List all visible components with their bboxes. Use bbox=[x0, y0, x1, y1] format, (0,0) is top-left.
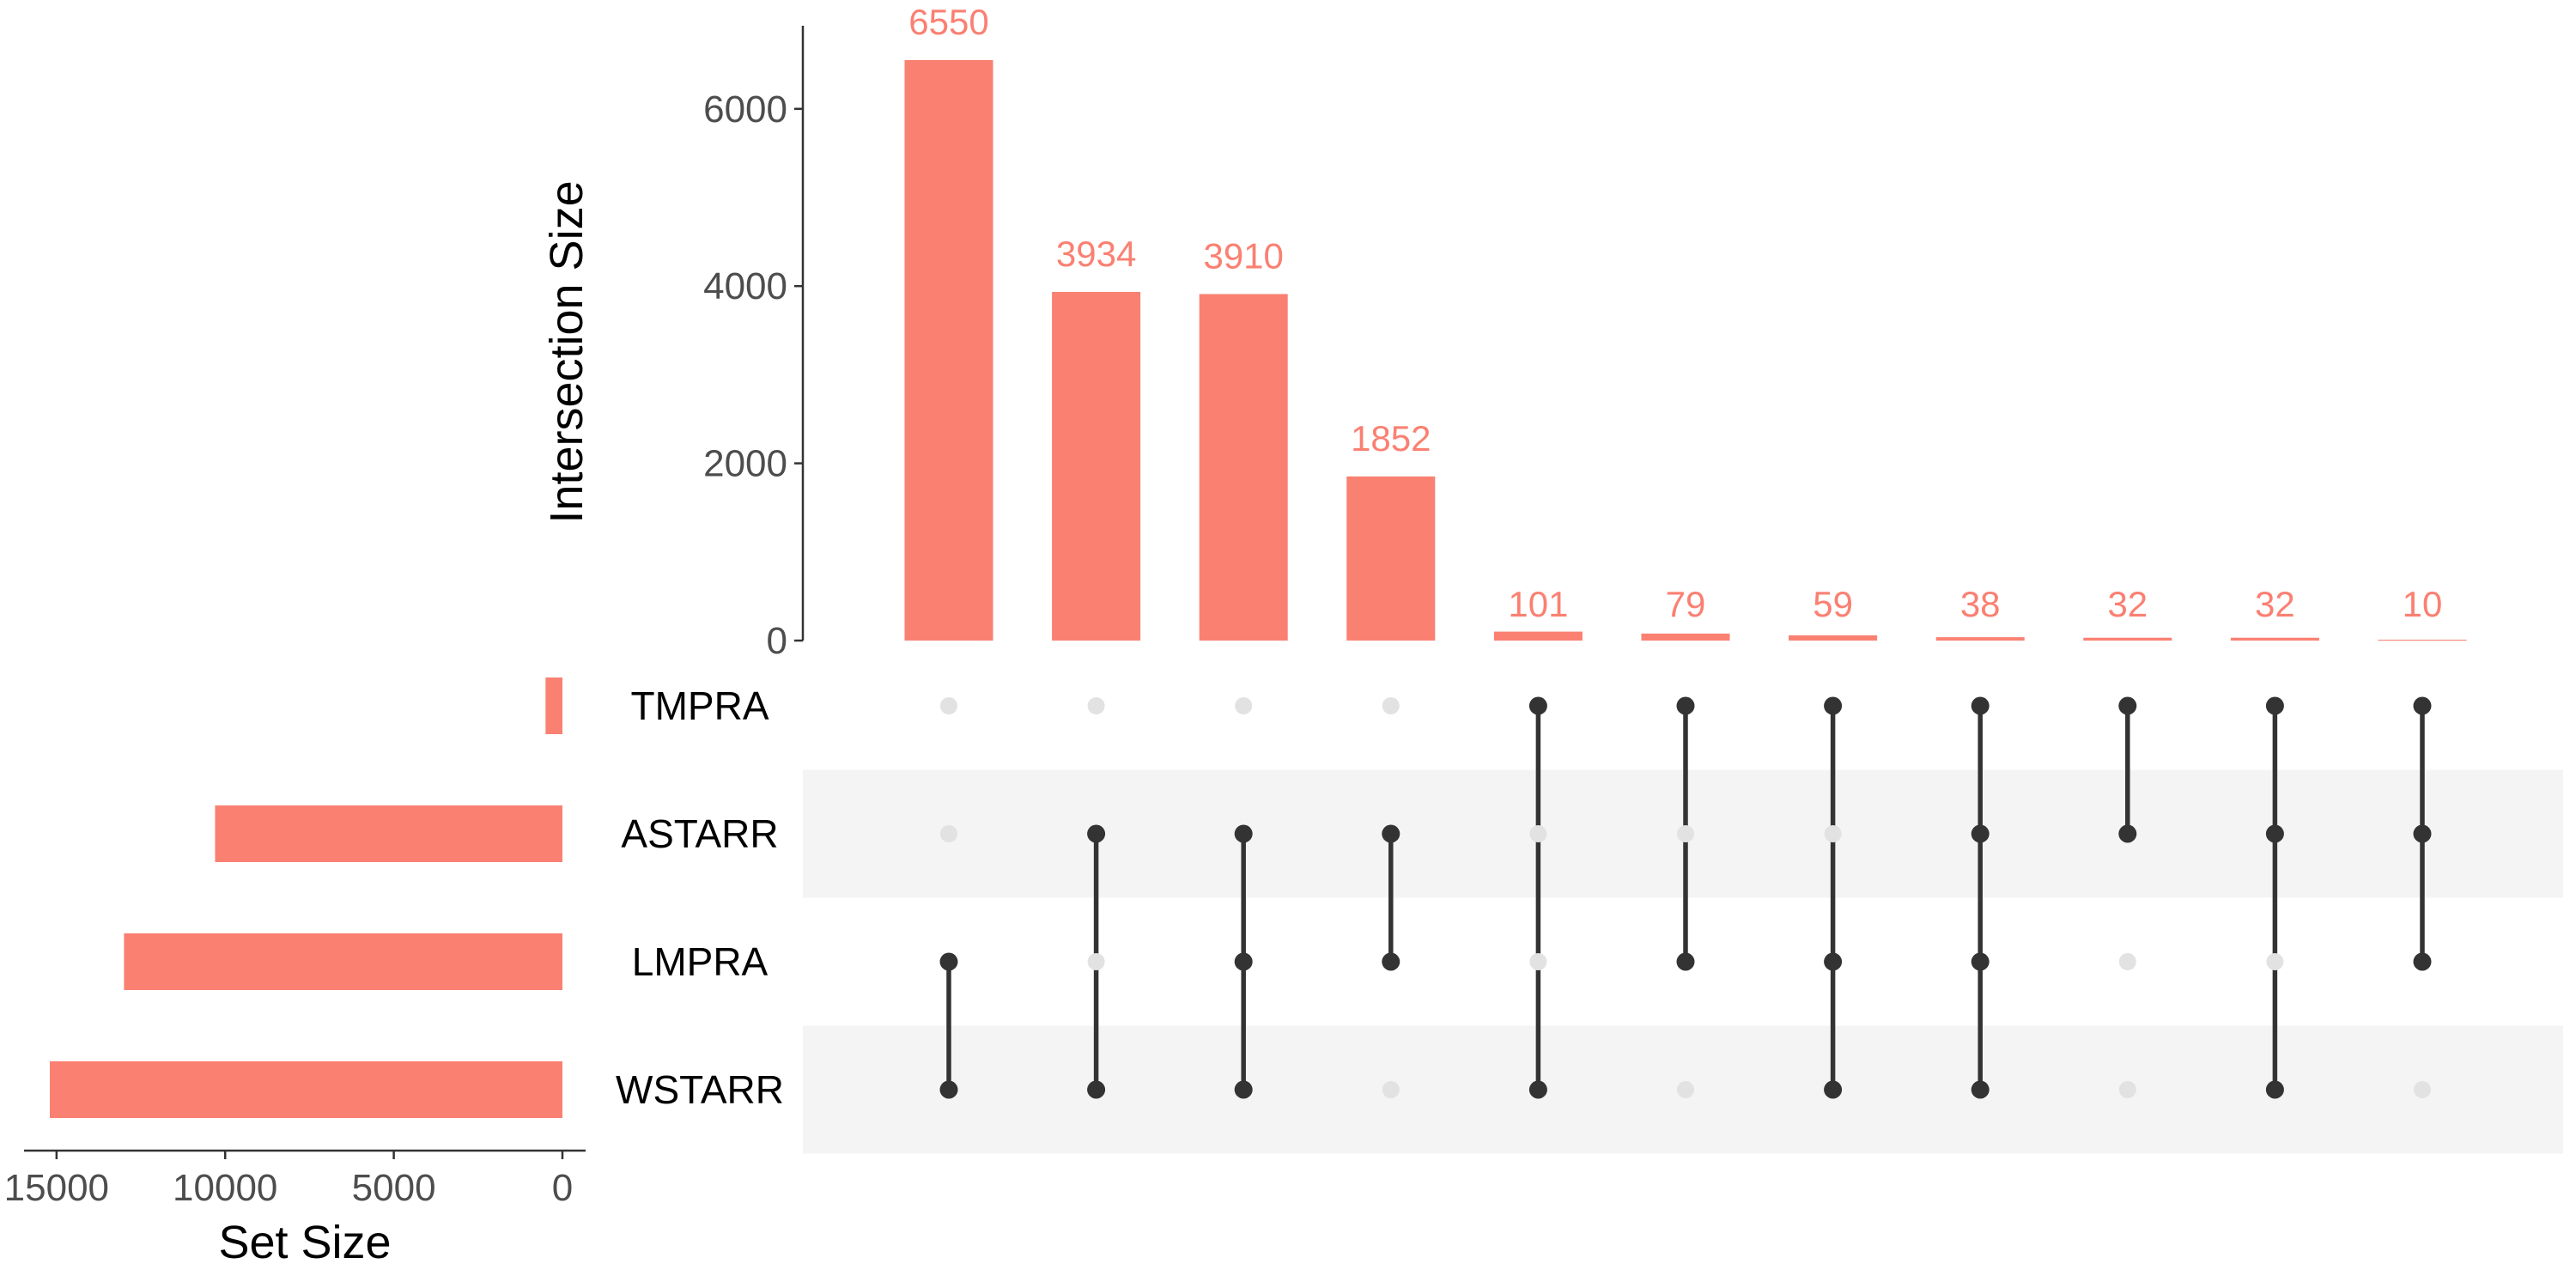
intersection-bar bbox=[2083, 637, 2172, 641]
intersection-bar-label: 3934 bbox=[1056, 234, 1136, 274]
set-labels: TMPRA ASTARR LMPRA WSTARR bbox=[616, 683, 784, 1112]
intersection-bar-label: 101 bbox=[1508, 584, 1568, 624]
set-size-bars bbox=[50, 677, 562, 1118]
matrix-dot-inactive bbox=[2414, 1081, 2431, 1098]
intersection-bar-label: 10 bbox=[2403, 584, 2443, 624]
matrix-dot-active bbox=[1824, 1080, 1843, 1099]
matrix-dot-inactive bbox=[2266, 953, 2284, 970]
set-label: TMPRA bbox=[631, 683, 769, 728]
matrix-dot-inactive bbox=[1087, 953, 1105, 970]
intersection-size-title: Intersection Size bbox=[541, 180, 592, 523]
set-label: ASTARR bbox=[621, 811, 778, 856]
intersection-bar-label: 32 bbox=[2107, 584, 2148, 624]
matrix-dot-active bbox=[939, 952, 958, 971]
intersection-bar-label: 38 bbox=[1960, 584, 2001, 624]
intersection-bar bbox=[904, 60, 993, 641]
matrix-dot-active bbox=[1087, 824, 1106, 843]
intersection-bar bbox=[2378, 639, 2467, 641]
intersection-bar bbox=[1641, 633, 1730, 641]
matrix-dot-inactive bbox=[1382, 697, 1400, 714]
y-tick-label: 0 bbox=[767, 620, 787, 662]
matrix-dot-active bbox=[1087, 1080, 1106, 1099]
matrix-dot-active bbox=[1382, 952, 1400, 971]
intersection-bar bbox=[2230, 637, 2319, 641]
set-size-axis: 15000 10000 5000 0 bbox=[4, 1149, 586, 1209]
intersection-bar-label: 3910 bbox=[1203, 235, 1283, 276]
matrix-dot-inactive bbox=[1235, 697, 1253, 714]
matrix-dot-active bbox=[1234, 952, 1253, 971]
matrix-dot-active bbox=[2413, 952, 2432, 971]
matrix-dot-active bbox=[1528, 1080, 1547, 1099]
matrix-dot-active bbox=[1824, 696, 1843, 715]
intersection-bar-label: 6550 bbox=[908, 2, 988, 42]
matrix-dot-inactive bbox=[1677, 1081, 1694, 1098]
matrix-dot-inactive bbox=[1529, 953, 1547, 970]
matrix-dot-active bbox=[2413, 696, 2432, 715]
matrix-dot-inactive bbox=[2118, 1081, 2136, 1098]
intersection-bar bbox=[1935, 637, 2025, 641]
matrix-dot-inactive bbox=[1677, 825, 1694, 842]
matrix-dot-active bbox=[2118, 696, 2137, 715]
matrix-dot-inactive bbox=[1529, 825, 1547, 842]
set-size-title: Set Size bbox=[218, 1217, 391, 1268]
matrix-dot-active bbox=[1971, 1080, 1990, 1099]
x-tick-label: 5000 bbox=[352, 1167, 436, 1209]
y-tick-label: 4000 bbox=[703, 265, 787, 307]
intersection-bar bbox=[1052, 291, 1141, 641]
matrix-dot-active bbox=[2265, 824, 2284, 843]
intersection-matrix bbox=[939, 696, 2432, 1099]
matrix-dot-inactive bbox=[1824, 825, 1842, 842]
matrix-dot-active bbox=[1528, 696, 1547, 715]
set-size-bar bbox=[124, 933, 562, 990]
set-label: LMPRA bbox=[632, 939, 769, 984]
matrix-dot-inactive bbox=[940, 825, 957, 842]
x-tick-label: 15000 bbox=[4, 1167, 109, 1209]
intersection-bar-label: 79 bbox=[1666, 584, 1706, 624]
intersection-bar bbox=[1346, 476, 1436, 641]
matrix-dot-active bbox=[1971, 952, 1990, 971]
matrix-dot-inactive bbox=[1087, 697, 1105, 714]
set-size-bar bbox=[545, 677, 562, 734]
matrix-dot-active bbox=[1824, 952, 1843, 971]
matrix-dot-active bbox=[1676, 952, 1695, 971]
matrix-dot-inactive bbox=[1382, 1081, 1400, 1098]
matrix-dot-active bbox=[2118, 824, 2137, 843]
matrix-dot-active bbox=[2265, 1080, 2284, 1099]
set-size-bar bbox=[215, 805, 562, 862]
matrix-dot-active bbox=[2413, 824, 2432, 843]
intersection-bar-label: 1852 bbox=[1351, 418, 1431, 459]
intersection-size-axis: 0 2000 4000 6000 bbox=[703, 26, 805, 662]
x-tick-label: 0 bbox=[552, 1167, 573, 1209]
matrix-dot-active bbox=[1382, 824, 1400, 843]
matrix-dot-active bbox=[1234, 1080, 1253, 1099]
intersection-bar-label: 32 bbox=[2255, 584, 2295, 624]
matrix-dot-inactive bbox=[940, 697, 957, 714]
matrix-dot-active bbox=[1234, 824, 1253, 843]
matrix-dot-active bbox=[2265, 696, 2284, 715]
set-label: WSTARR bbox=[616, 1067, 784, 1112]
intersection-bar-label: 59 bbox=[1813, 584, 1853, 624]
intersection-bar bbox=[1199, 294, 1288, 641]
matrix-dot-active bbox=[1676, 696, 1695, 715]
intersection-bars bbox=[904, 60, 2467, 641]
intersection-bar-labels: 6550 3934 3910 1852 101 79 59 38 32 32 10 bbox=[908, 2, 2442, 624]
matrix-dot-active bbox=[939, 1080, 958, 1099]
set-size-bar bbox=[50, 1061, 562, 1118]
y-tick-label: 6000 bbox=[703, 88, 787, 131]
matrix-dot-inactive bbox=[2118, 953, 2136, 970]
matrix-dot-active bbox=[1971, 696, 1990, 715]
intersection-bar bbox=[1493, 631, 1583, 641]
y-tick-label: 2000 bbox=[703, 443, 787, 485]
matrix-dot-active bbox=[1971, 824, 1990, 843]
intersection-bar bbox=[1789, 635, 1878, 641]
x-tick-label: 10000 bbox=[173, 1167, 277, 1209]
